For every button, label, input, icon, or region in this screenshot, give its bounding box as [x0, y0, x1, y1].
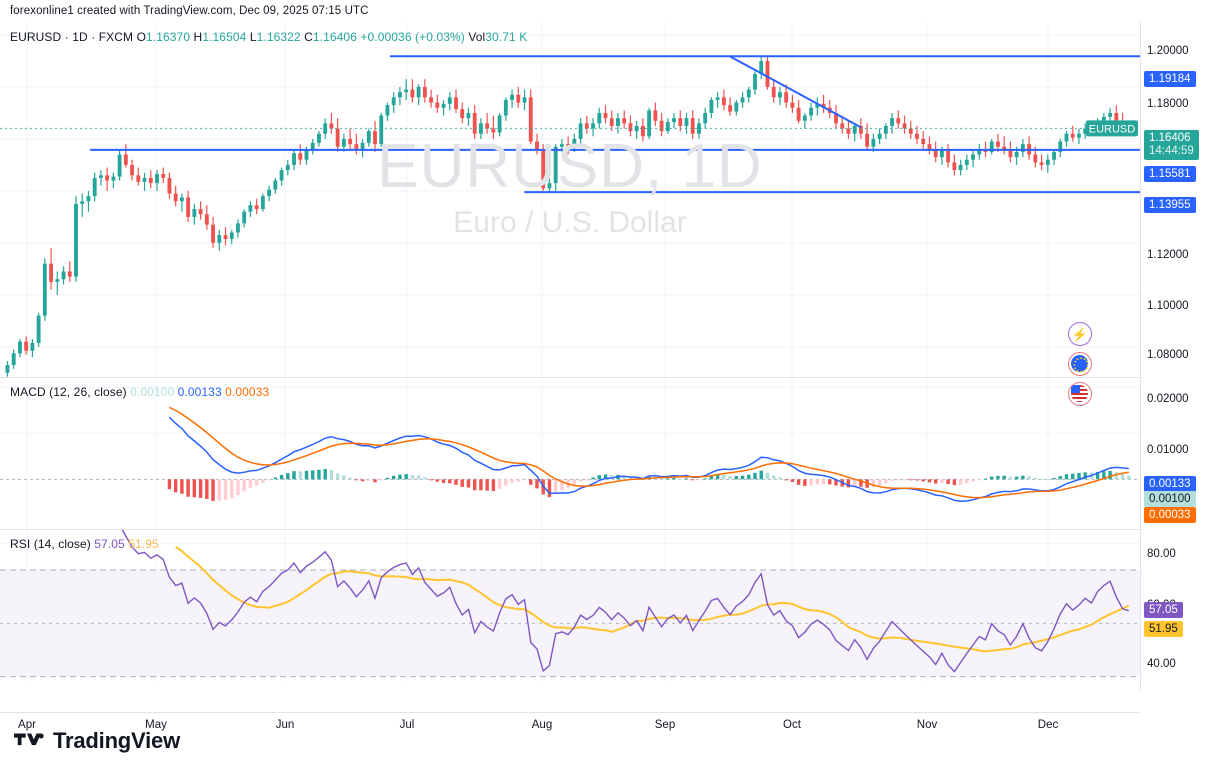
close-value: 1.16406	[312, 30, 357, 44]
volume-label: Vol	[468, 30, 486, 44]
us-flag-icon[interactable]	[1068, 382, 1092, 406]
price-tick-4: 1.08000	[1147, 349, 1189, 361]
tradingview-logo-icon	[14, 733, 44, 746]
rsi-ma-badge[interactable]: 51.95	[1144, 621, 1183, 637]
macd-signal-value: 0.00033	[225, 385, 270, 399]
time-tick-jul: Jul	[399, 719, 415, 731]
main-price-pane[interactable]: EURUSD	[0, 22, 1140, 378]
price-tick-0: 1.20000	[1147, 45, 1189, 57]
resistance-level-badge[interactable]: 1.19184	[1144, 71, 1196, 87]
macd-title[interactable]: MACD (12, 26, close)	[10, 385, 127, 399]
tradingview-wordmark: TradingView	[53, 728, 180, 753]
price-scale[interactable]: 1.20000 1.18000 1.12000 1.10000 1.08000 0.020…	[1140, 22, 1208, 690]
time-tick-apr: Apr	[18, 719, 36, 731]
macd-hist-value: 0.00100	[130, 385, 175, 399]
rsi-value: 57.05	[94, 537, 125, 551]
time-tick-jun: Jun	[275, 719, 295, 731]
chart-plate[interactable]: EURUSD EURUSD, 1D Euro / U.S. Dollar EUR…	[0, 22, 1208, 731]
time-tick-oct: Oct	[783, 719, 801, 731]
rsi-pane[interactable]	[0, 530, 1140, 682]
time-tick-aug: Aug	[531, 719, 553, 731]
change-percent: (+0.03%)	[415, 30, 465, 44]
symbol-label[interactable]: EURUSD · 1D · FXCM	[10, 30, 134, 44]
macd-line-value: 0.00133	[177, 385, 222, 399]
open-value: 1.16370	[146, 30, 191, 44]
time-tick-sep: Sep	[654, 719, 676, 731]
event-badges-column[interactable]: ⚡	[1068, 322, 1096, 412]
pane-divider-1	[0, 377, 1140, 378]
close-label: C	[304, 30, 313, 44]
main-pane-legend[interactable]: EURUSD · 1D · FXCM O1.16370 H1.16504 L1.…	[10, 30, 527, 44]
time-axis[interactable]: Apr May Jun Jul Aug Sep Oct Nov Dec	[0, 712, 1140, 739]
price-candles-svg[interactable]: EURUSD	[0, 22, 1140, 378]
macd-line-badge[interactable]: 0.00133	[1144, 476, 1196, 492]
rsi-svg[interactable]	[0, 530, 1140, 682]
price-tick-3: 1.10000	[1147, 300, 1189, 312]
rsi-value-badge[interactable]: 57.05	[1144, 602, 1183, 618]
macd-pane-legend[interactable]: MACD (12, 26, close) 0.00100 0.00133 0.0…	[10, 385, 269, 399]
high-value: 1.16504	[202, 30, 247, 44]
open-label: O	[136, 30, 147, 44]
eu-flag-icon[interactable]	[1068, 352, 1092, 376]
time-tick-dec: Dec	[1037, 719, 1059, 731]
time-tick-may: May	[145, 719, 167, 731]
macd-svg[interactable]	[0, 378, 1140, 530]
last-price-badge-countdown: 14:44:59	[1149, 145, 1194, 157]
svg-text:EURUSD: EURUSD	[1089, 123, 1136, 135]
price-tick-1: 1.18000	[1147, 98, 1189, 110]
pane-divider-2	[0, 529, 1140, 530]
rsi-title[interactable]: RSI (14, close)	[10, 537, 91, 551]
price-tick-6: 0.01000	[1147, 444, 1189, 456]
macd-hist-badge[interactable]: 0.00100	[1144, 491, 1196, 507]
volume-value: 30.71 K	[485, 30, 528, 44]
price-tick-5: 0.02000	[1147, 393, 1189, 405]
macd-pane[interactable]	[0, 378, 1140, 530]
time-tick-nov: Nov	[916, 719, 938, 731]
earnings-bolt-icon[interactable]: ⚡	[1068, 322, 1092, 346]
footer-branding: TradingView	[14, 728, 180, 754]
price-tick-7: 80.00	[1147, 548, 1176, 560]
price-tick-2: 1.12000	[1147, 249, 1189, 261]
lower-support-badge[interactable]: 1.13955	[1144, 197, 1196, 213]
low-value: 1.16322	[256, 30, 301, 44]
price-tick-9: 40.00	[1147, 658, 1176, 670]
attribution-text: forexonline1 created with TradingView.co…	[10, 5, 369, 17]
change-value: +0.00036	[360, 30, 412, 44]
last-price-symbol-tag[interactable]: EURUSD	[1086, 120, 1138, 137]
low-label: L	[249, 30, 257, 44]
rsi-ma-value: 51.95	[128, 537, 159, 551]
rsi-pane-legend[interactable]: RSI (14, close) 57.05 51.95	[10, 537, 159, 551]
last-price-badge[interactable]: 1.16406 14:44:59	[1144, 130, 1199, 160]
high-label: H	[193, 30, 203, 44]
support-level-badge[interactable]: 1.15581	[1144, 166, 1196, 182]
macd-signal-badge[interactable]: 0.00033	[1144, 507, 1196, 523]
